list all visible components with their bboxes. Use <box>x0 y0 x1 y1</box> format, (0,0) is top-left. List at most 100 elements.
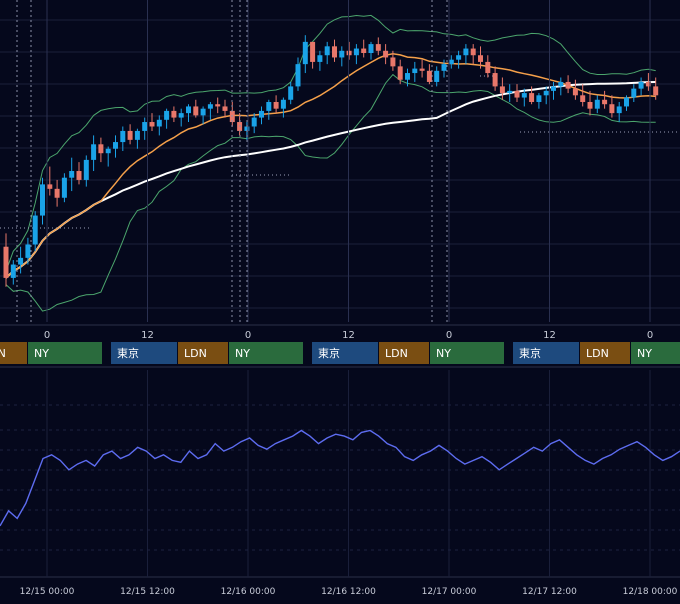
candle <box>638 77 644 96</box>
vertical-grid <box>16 0 651 577</box>
candle-body <box>222 106 228 111</box>
candle <box>346 41 352 60</box>
session-block <box>513 342 579 364</box>
candle-body <box>120 130 126 143</box>
hour-tick-label: 12 <box>141 330 154 341</box>
hour-tick-label: 0 <box>446 330 452 341</box>
candle-body <box>463 48 469 56</box>
candle <box>419 59 425 78</box>
candle <box>273 95 279 114</box>
candle-body <box>32 215 38 245</box>
candle <box>288 81 294 105</box>
candle-body <box>171 110 177 118</box>
candle <box>580 84 586 107</box>
candle <box>383 44 389 65</box>
session-block <box>0 342 27 364</box>
candle <box>200 106 206 125</box>
hour-tick-label: 0 <box>44 330 50 341</box>
candle <box>83 155 89 187</box>
candle <box>514 84 520 102</box>
session-label: LDN <box>385 347 408 360</box>
candle-body <box>514 90 520 98</box>
candle <box>127 124 133 145</box>
candle <box>113 135 118 158</box>
candle-body <box>149 122 155 127</box>
candle <box>361 39 367 58</box>
date-tick-label: 12/17 00:00 <box>422 587 477 597</box>
candle-body <box>193 106 199 116</box>
candle-body <box>295 64 301 87</box>
candle <box>353 44 359 65</box>
candle <box>602 90 608 109</box>
candle-body <box>565 81 571 89</box>
candle <box>142 117 148 140</box>
candle-body <box>76 171 82 180</box>
candle <box>405 68 410 87</box>
candles <box>3 35 659 287</box>
candle <box>134 128 140 149</box>
session-label: NY <box>34 347 49 360</box>
candle <box>507 84 513 102</box>
candle-body <box>69 171 75 178</box>
candle <box>164 108 170 129</box>
candle <box>178 108 184 127</box>
candle <box>492 66 498 91</box>
candle-body <box>134 130 140 140</box>
candle-body <box>485 61 491 74</box>
candle-body <box>339 50 345 58</box>
candle-body <box>273 101 279 109</box>
candle-body <box>551 86 556 91</box>
candle-body <box>178 113 184 118</box>
candle <box>149 113 155 131</box>
candle <box>441 59 447 78</box>
date-tick-label: 12/15 12:00 <box>120 587 175 597</box>
candle <box>266 99 272 120</box>
candle-body <box>40 184 45 216</box>
candle <box>91 135 97 172</box>
candle <box>61 173 67 203</box>
candle-body <box>529 93 535 102</box>
candle-body <box>259 110 264 118</box>
candle-body <box>113 142 118 149</box>
session-label: LDN <box>0 347 6 360</box>
candle-body <box>536 95 542 102</box>
hour-tick-label: 0 <box>245 330 251 341</box>
candle-body <box>492 73 498 87</box>
candle-body <box>580 95 586 102</box>
candle <box>3 233 9 287</box>
candle <box>558 77 564 96</box>
date-tick-label: 12/17 12:00 <box>522 587 577 597</box>
candle <box>448 55 454 69</box>
candle-body <box>61 177 67 198</box>
candle <box>76 162 82 185</box>
session-bar: 東京LDNNY東京LDNNY東京LDNNY東京LDNNY東京LDNNY <box>0 342 680 364</box>
candle <box>587 90 593 116</box>
candle <box>69 157 75 192</box>
candle-body <box>616 106 622 114</box>
short-moving-average <box>5 53 656 279</box>
candle-body <box>310 41 316 62</box>
candle <box>280 97 286 118</box>
hour-tick-label: 12 <box>342 330 355 341</box>
candle-body <box>105 148 111 154</box>
candle-body <box>631 88 637 98</box>
candle-body <box>521 93 527 98</box>
candle-body <box>156 119 162 127</box>
candle <box>18 246 24 274</box>
candle-body <box>397 66 403 80</box>
candle-body <box>98 144 104 154</box>
candle <box>368 41 374 60</box>
candle <box>40 177 45 225</box>
candle <box>551 81 556 100</box>
candle <box>456 50 462 69</box>
candle <box>609 95 615 118</box>
candle <box>499 77 505 100</box>
candle-body <box>200 108 206 116</box>
candle-body <box>83 159 89 180</box>
date-tick-label: 12/16 00:00 <box>221 587 276 597</box>
candle-body <box>645 81 651 87</box>
candle-body <box>405 73 410 80</box>
candle-body <box>602 99 608 105</box>
session-label: NY <box>235 347 250 360</box>
candle-body <box>215 104 221 107</box>
